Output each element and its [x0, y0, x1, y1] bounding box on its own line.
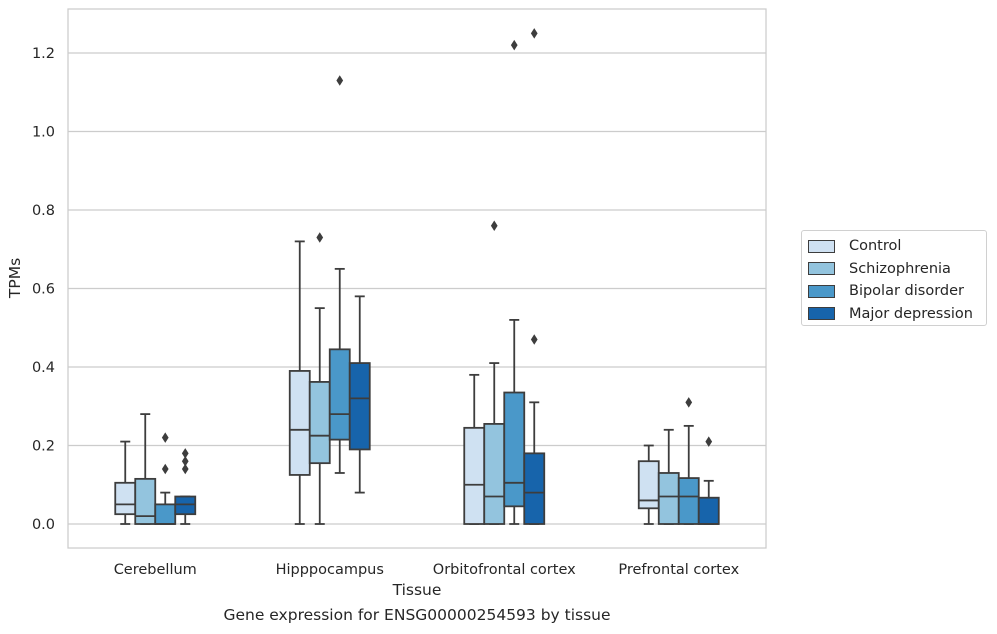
legend-label-bipolar-disorder: Bipolar disorder [849, 283, 964, 300]
legend-item-bipolar-disorder: Bipolar disorder [808, 280, 986, 303]
y-axis-label: TPMs [6, 258, 24, 299]
box-major-depression-cerebellum [174, 448, 197, 525]
box-body [288, 370, 311, 476]
box-control-hipppocampus [288, 240, 311, 525]
y-tick-label: 1.2 [32, 46, 55, 62]
legend-item-major-depression: Major depression [808, 303, 986, 326]
outlier-point [161, 432, 169, 443]
box-body [697, 496, 720, 525]
figure-caption: Gene expression for ENSG00000254593 by t… [223, 606, 611, 624]
box-major-depression-hipppocampus [348, 295, 371, 494]
box-bipolar-disorder-hipppocampus [328, 75, 351, 474]
outlier-point [181, 463, 189, 475]
y-tick-label: 0.2 [32, 439, 55, 455]
x-axis-label: Tissue [392, 581, 442, 599]
y-tick-label: 0.6 [32, 282, 55, 298]
box-bipolar-disorder-cerebellum [154, 432, 177, 525]
box-body [463, 426, 486, 525]
legend-swatch-control [808, 239, 835, 253]
box-body [114, 481, 137, 516]
y-tick-label: 0.8 [32, 203, 55, 219]
outlier-point [530, 28, 538, 39]
box-control-orbitofrontal-cortex [463, 373, 486, 525]
x-tick-label: Hipppocampus [276, 562, 384, 578]
box-major-depression-prefrontal-cortex [697, 436, 720, 525]
box-control-cerebellum [114, 440, 137, 525]
outlier-point [336, 75, 344, 86]
y-tick-label: 1.0 [32, 125, 55, 141]
box-body [348, 362, 371, 451]
box-schizophrenia-cerebellum [134, 413, 157, 525]
box-body [483, 423, 506, 525]
outlier-point [490, 220, 498, 231]
outlier-point [181, 455, 189, 467]
outlier-point [181, 448, 189, 459]
outlier-point [510, 39, 518, 51]
legend-label-control: Control [849, 238, 902, 255]
box-series [114, 28, 720, 525]
legend-item-control: Control [808, 235, 986, 258]
box-body [328, 348, 351, 441]
box-control-prefrontal-cortex [637, 444, 660, 525]
legend-swatch-major-depression [808, 307, 835, 321]
y-tick-label: 0.0 [32, 517, 55, 533]
outlier-point [161, 463, 169, 475]
y-tick-label: 0.4 [32, 360, 55, 376]
outlier-point [316, 232, 324, 243]
x-tick-labels: Cerebellum Hipppocampus Orbitofrontal cort… [114, 562, 740, 578]
box-bipolar-disorder-orbitofrontal-cortex [503, 39, 526, 525]
legend-label-schizophrenia: Schizophrenia [849, 260, 951, 277]
box-schizophrenia-hipppocampus [308, 232, 331, 525]
box-bipolar-disorder-prefrontal-cortex [677, 397, 700, 525]
box-body [503, 391, 526, 508]
legend: Control Schizophrenia Bipolar disorder M… [801, 230, 987, 326]
box-schizophrenia-orbitofrontal-cortex [483, 220, 506, 525]
legend-swatch-bipolar-disorder [808, 284, 835, 298]
box-body [523, 452, 546, 525]
box-body [174, 495, 197, 516]
legend-swatch-schizophrenia [808, 262, 835, 276]
x-tick-label: Orbitofrontal cortex [433, 562, 576, 578]
gridlines [68, 52, 766, 525]
outlier-point [685, 397, 693, 408]
outlier-point [530, 334, 538, 345]
x-tick-label: Cerebellum [114, 562, 197, 578]
box-body [677, 477, 700, 525]
x-tick-label: Prefrontal cortex [618, 562, 739, 578]
box-body [308, 381, 331, 465]
legend-item-schizophrenia: Schizophrenia [808, 258, 986, 281]
legend-label-major-depression: Major depression [849, 305, 973, 322]
box-major-depression-orbitofrontal-cortex [523, 28, 546, 525]
plot-frame [67, 8, 767, 549]
box-body [657, 472, 680, 525]
box-schizophrenia-prefrontal-cortex [657, 428, 680, 525]
outlier-point [705, 436, 713, 447]
y-tick-labels: 0.0 0.2 0.4 0.6 0.8 1.0 1.2 [32, 46, 55, 533]
box-body [154, 503, 177, 525]
box-body [134, 477, 157, 525]
